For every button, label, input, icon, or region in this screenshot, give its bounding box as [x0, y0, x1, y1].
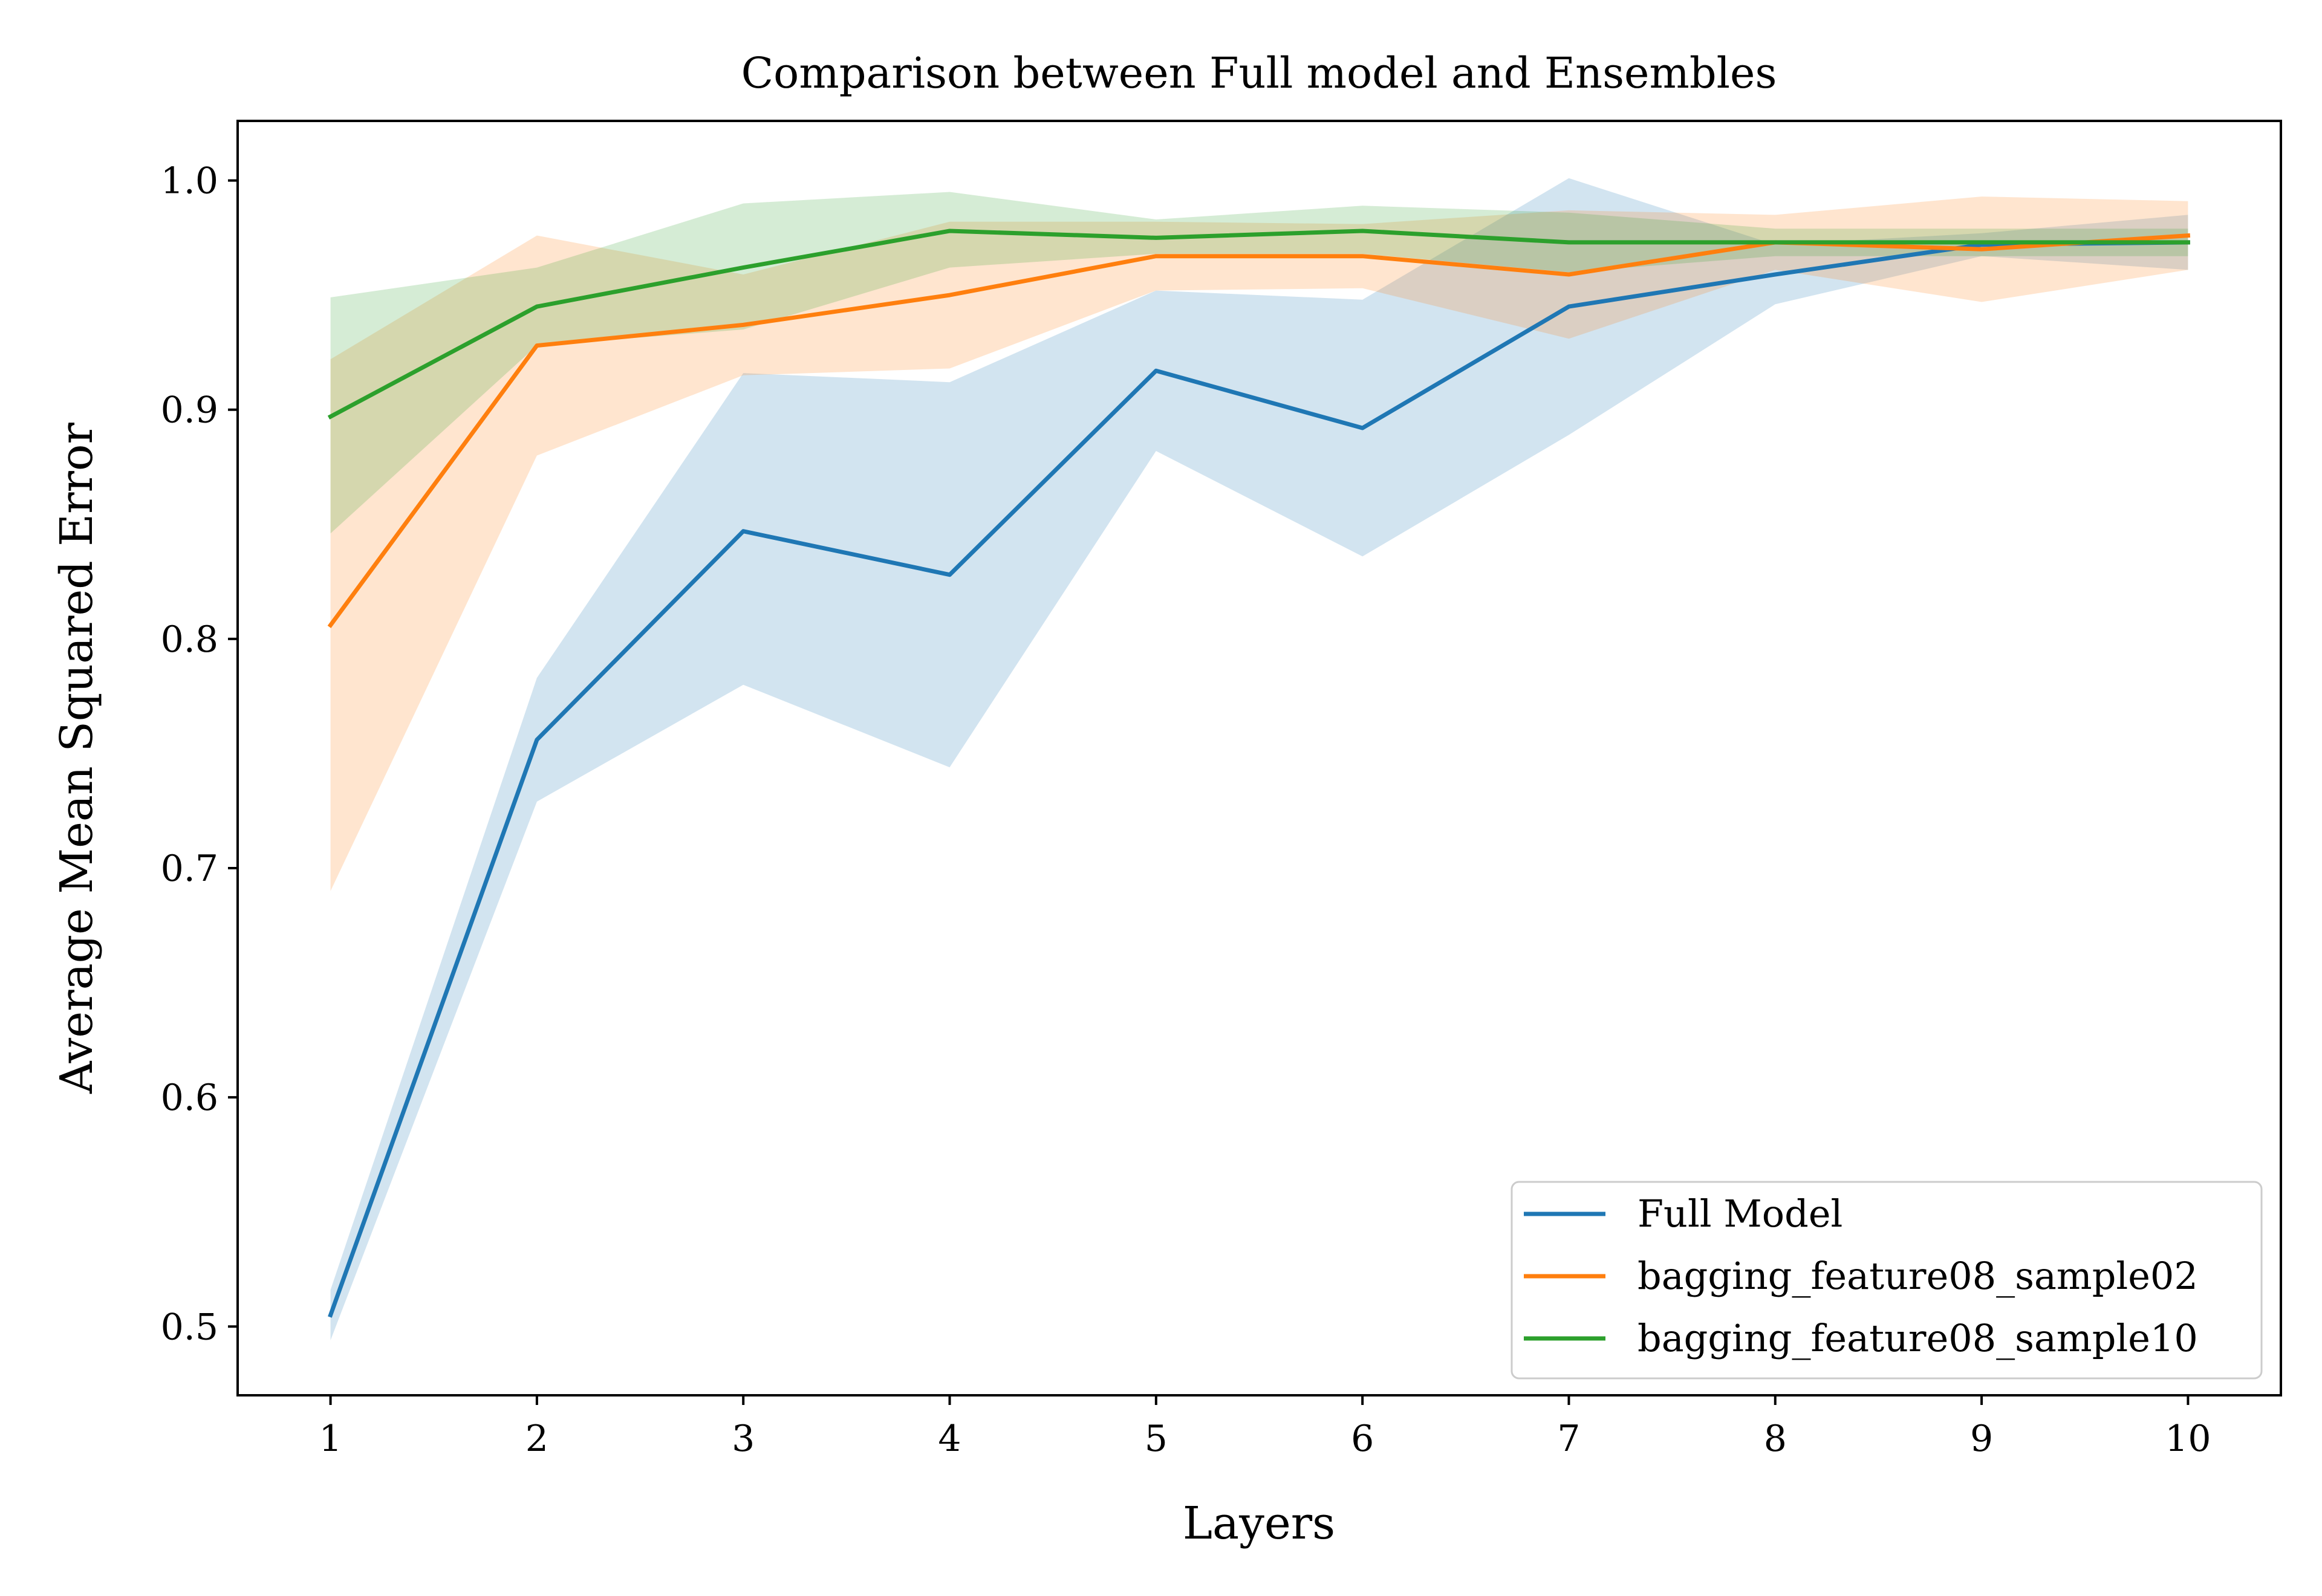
legend-label-series-3: bagging_feature08_sample10 [1637, 1316, 2198, 1360]
x-tick-label: 2 [525, 1418, 548, 1460]
chart-title: Comparison between Full model and Ensemb… [741, 48, 1777, 98]
x-tick-label: 1 [319, 1418, 342, 1460]
x-tick-label: 5 [1145, 1418, 1168, 1460]
plot-frame [236, 120, 2282, 1396]
x-axis-label: Layers [1183, 1497, 1335, 1549]
y-axis: 0.5 0.6 0.7 0.8 0.9 1.0 [161, 160, 238, 1348]
x-tick-label: 7 [1557, 1418, 1580, 1460]
confidence-bands [330, 178, 2188, 1340]
y-tick-label: 1.0 [161, 160, 218, 203]
x-tick-label: 4 [938, 1418, 961, 1460]
y-tick-label: 0.8 [161, 618, 218, 661]
x-tick-label: 10 [2165, 1418, 2211, 1460]
legend-label-series-2: bagging_feature08_sample02 [1637, 1254, 2198, 1298]
series-line-3 [327, 229, 2190, 420]
y-tick-label: 0.9 [161, 389, 218, 432]
y-axis-label: Average Mean Squared Error [51, 423, 103, 1094]
x-tick-label: 8 [1764, 1418, 1787, 1460]
x-tick-label: 3 [732, 1418, 755, 1460]
y-tick-label: 0.5 [161, 1306, 218, 1348]
y-tick-label: 0.7 [161, 848, 218, 890]
confidence-band-series-2 [330, 196, 2188, 891]
x-axis: 1 2 3 4 5 6 7 8 9 10 [319, 1395, 2211, 1460]
series-line-2 [327, 233, 2191, 628]
x-tick-label: 6 [1351, 1418, 1374, 1460]
confidence-band-series-1 [330, 178, 2188, 1340]
y-tick-label: 0.6 [161, 1077, 218, 1119]
legend-label-series-1: Full Model [1637, 1192, 1842, 1236]
legend-box [1511, 1181, 2263, 1380]
x-tick-label: 9 [1970, 1418, 1993, 1460]
legend: Full Model bagging_feature08_sample02bagg… [1511, 1181, 2263, 1380]
series-lines [327, 229, 2191, 1318]
series-line-1 [328, 240, 2190, 1318]
confidence-band-series-3 [330, 192, 2188, 534]
